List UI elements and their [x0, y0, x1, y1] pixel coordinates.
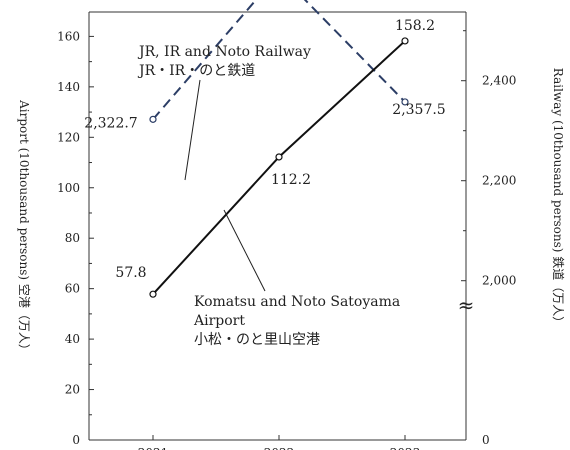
- x-tick-label: 2022: [264, 446, 295, 450]
- left-tick-label: 120: [57, 130, 80, 144]
- x-axis-ticks: 2021 2022 2023: [138, 435, 421, 450]
- series-layer: [149, 0, 409, 298]
- series-name-label: JR, IR and Noto Railway: [137, 44, 311, 60]
- data-point: [275, 153, 283, 161]
- left-tick-label: 140: [57, 80, 80, 94]
- data-point: [401, 37, 409, 45]
- axis-break-symbol: ≈: [458, 293, 475, 317]
- right-axis-label: Railway (10thousand persons) 鉄道（万人）: [551, 68, 566, 328]
- right-tick-label: 0: [482, 433, 490, 447]
- series-name-label: Airport: [193, 313, 245, 329]
- left-tick-label: 60: [65, 282, 80, 296]
- right-tick-label: 2,000: [482, 274, 516, 288]
- data-label: 158.2: [395, 18, 435, 34]
- data-label: 2,322.7: [84, 115, 137, 131]
- left-tick-label: 160: [57, 29, 80, 43]
- data-point: [149, 290, 157, 298]
- left-axis-ticks: 0 20 40 60 80 100 120 140 160: [57, 29, 94, 447]
- left-tick-label: 0: [72, 433, 80, 447]
- x-tick-label: 2023: [390, 446, 421, 450]
- right-tick-label: 2,200: [482, 174, 516, 188]
- left-axis-label: Airport (10thousand persons) 空港（万人）: [17, 99, 31, 356]
- right-tick-label: 2,400: [482, 74, 516, 88]
- series-name-label: JR・IR・のと鉄道: [137, 63, 255, 79]
- series-name-label: Komatsu and Noto Satoyama: [194, 294, 400, 310]
- data-label: 57.8: [115, 265, 146, 281]
- callout-leader: [223, 209, 266, 292]
- callout-leader: [184, 79, 201, 181]
- legend-callouts: JR, IR and Noto Railway JR・IR・のと鉄道 Komatsu…: [137, 44, 400, 348]
- left-tick-label: 40: [65, 332, 80, 346]
- left-tick-label: 80: [65, 231, 80, 245]
- x-tick-label: 2021: [138, 446, 169, 450]
- series-name-label: 小松・のと里山空港: [194, 332, 320, 348]
- left-tick-label: 20: [65, 383, 80, 397]
- plot-frame: [88, 11, 467, 441]
- data-label: 112.2: [271, 172, 311, 188]
- data-point: [401, 98, 409, 106]
- data-point: [149, 115, 157, 123]
- series-line: [152, 0, 406, 121]
- data-label: 2,357.5: [392, 102, 445, 118]
- left-tick-label: 100: [57, 181, 80, 195]
